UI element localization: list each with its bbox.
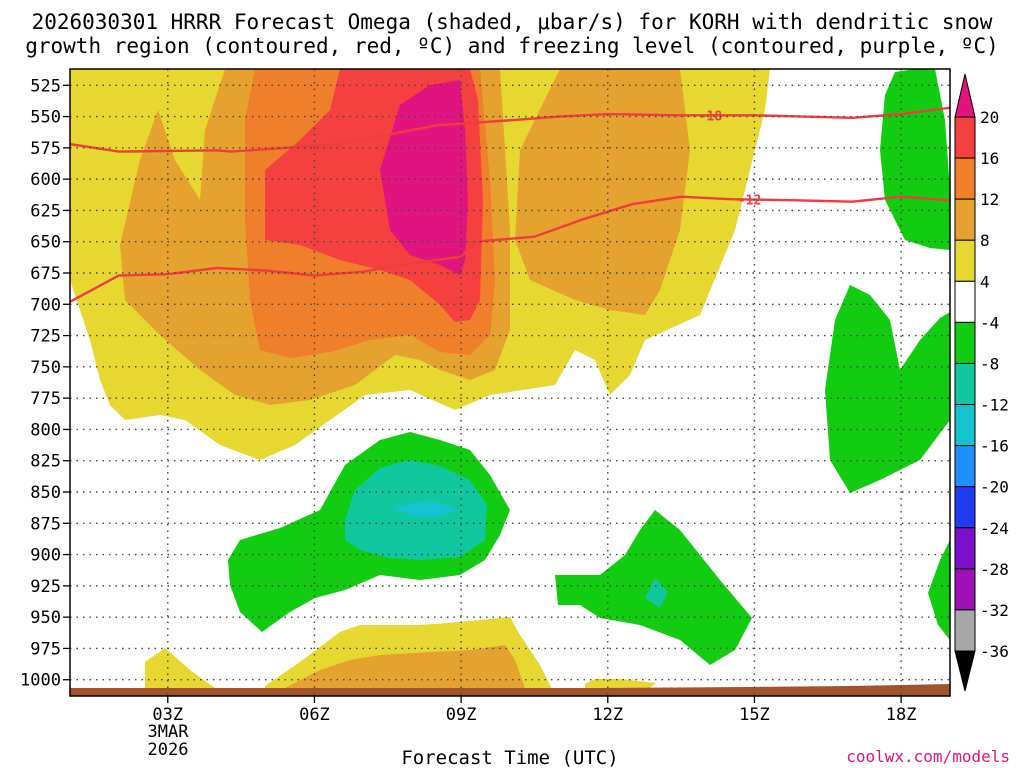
- colorbar-swatch-3: [954, 239, 976, 282]
- y-tick-label-975: 975: [30, 639, 61, 659]
- y-tick-label-800: 800: [30, 420, 61, 440]
- colorbar-label--32: -32: [980, 601, 1009, 620]
- colorbar-label--12: -12: [980, 396, 1009, 415]
- y-tick-label-850: 850: [30, 483, 61, 503]
- date-label-year: 2026: [148, 740, 189, 760]
- y-tick-label-525: 525: [30, 76, 61, 96]
- y-tick-label-900: 900: [30, 546, 61, 566]
- x-tick-label-12Z: 12Z: [592, 705, 623, 725]
- chart-title-line-2: growth region (contoured, red, ºC) and f…: [25, 34, 999, 58]
- colorbar-swatch-4: [954, 280, 976, 323]
- omega-shade-8-right-lobe: [515, 69, 690, 315]
- omega-shade-neg12-lower: [395, 502, 458, 516]
- x-axis: 03Z 06Z 09Z 12Z 15Z 18Z: [152, 696, 916, 725]
- colorbar-swatch-9: [954, 486, 976, 529]
- y-tick-label-825: 825: [30, 452, 61, 472]
- omega-shade-neg8-mid: [645, 578, 668, 608]
- y-tick-label-650: 650: [30, 233, 61, 253]
- x-tick-label-18Z: 18Z: [886, 705, 917, 725]
- terrain-ground: [70, 684, 950, 696]
- y-tick-label-725: 725: [30, 327, 61, 347]
- x-tick-label-06Z: 06Z: [299, 705, 330, 725]
- omega-shade-neg4-right-mid: [825, 285, 950, 493]
- contour-label--12: -12: [738, 193, 761, 208]
- x-tick-label-15Z: 15Z: [739, 705, 770, 725]
- y-tick-label-925: 925: [30, 577, 61, 597]
- y-tick-label-950: 950: [30, 608, 61, 628]
- omega-shade-neg4-right-lower: [928, 540, 950, 640]
- colorbar-swatch-10: [954, 527, 976, 570]
- credit-text: coolwx.com/models: [846, 747, 1010, 766]
- colorbar-label-4: 4: [980, 272, 990, 291]
- y-tick-label-600: 600: [30, 170, 61, 190]
- shaded-omega-field: [70, 69, 950, 689]
- y-tick-label-550: 550: [30, 108, 61, 128]
- colorbar-label-8: 8: [980, 231, 990, 250]
- colorbar-label--28: -28: [980, 560, 1009, 579]
- colorbar-label--16: -16: [980, 437, 1009, 456]
- colorbar-label--20: -20: [980, 478, 1009, 497]
- y-tick-label-750: 750: [30, 358, 61, 378]
- y-tick-label-575: 575: [30, 139, 61, 159]
- y-axis: 525 550 575 600 625 650 675 700 725 750 775 800 825 8…: [20, 76, 70, 691]
- x-axis-title: Forecast Time (UTC): [401, 747, 618, 768]
- x-tick-label-03Z: 03Z: [152, 705, 183, 725]
- y-tick-label-700: 700: [30, 295, 61, 315]
- contour-label--18: -18: [699, 109, 723, 124]
- colorbar-label-20: 20: [980, 108, 999, 127]
- colorbar-swatch-8: [954, 445, 976, 488]
- colorbar-swatch-12: [954, 609, 976, 652]
- colorbar-label--36: -36: [980, 642, 1009, 661]
- colorbar-swatch-6: [954, 362, 976, 406]
- colorbar-swatch-7: [954, 404, 976, 447]
- omega-shade-20-upper: [380, 80, 468, 275]
- y-tick-label-875: 875: [30, 514, 61, 534]
- omega-shade-4-surface-mid: [585, 679, 656, 688]
- colorbar-label-16: 16: [980, 149, 999, 168]
- gridlines: [70, 69, 950, 696]
- omega-shade-8-surface: [285, 645, 525, 688]
- colorbar-top-cap: [954, 73, 976, 118]
- colorbar: 20 16 12 8 4 -4 -8 -12 -16 -20 -24 -28 -32 -36: [954, 73, 1009, 692]
- contour-line--12: [70, 195, 950, 303]
- colorbar-label-12: 12: [980, 190, 999, 209]
- colorbar-swatch-1: [954, 157, 976, 200]
- y-tick-label-775: 775: [30, 389, 61, 409]
- colorbar-label--24: -24: [980, 519, 1009, 538]
- omega-shade-4-surface-left: [145, 648, 215, 688]
- colorbar-swatch-2: [954, 198, 976, 241]
- colorbar-swatch-0: [954, 116, 976, 159]
- y-tick-label-675: 675: [30, 264, 61, 284]
- date-label-month: 3MAR: [148, 722, 190, 742]
- colorbar-label--8: -8: [980, 354, 999, 373]
- y-tick-label-625: 625: [30, 201, 61, 221]
- colorbar-bottom-cap: [954, 650, 976, 692]
- colorbar-swatch-5: [954, 321, 976, 364]
- chart-title-line-1: 2026030301 HRRR Forecast Omega (shaded, …: [32, 10, 993, 34]
- colorbar-label--4: -4: [980, 313, 999, 332]
- y-tick-label-1000: 1000: [20, 671, 61, 691]
- plot-frame: [69, 68, 951, 697]
- colorbar-swatch-11: [954, 568, 976, 611]
- x-tick-label-09Z: 09Z: [446, 705, 477, 725]
